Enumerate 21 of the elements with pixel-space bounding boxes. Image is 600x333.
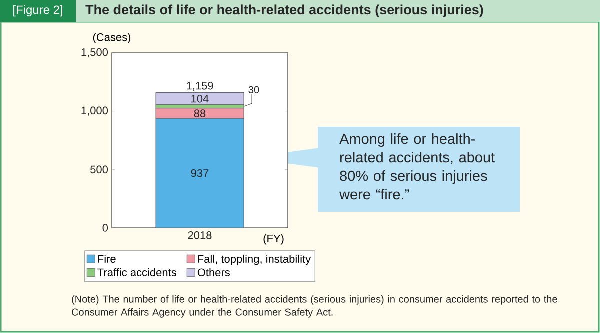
y-tick-label: 1,500 bbox=[82, 48, 108, 58]
text: The details of life or health-related accidents (serious injuries) bbox=[86, 4, 484, 18]
y-tick-label: 500 bbox=[90, 166, 108, 174]
bar bbox=[156, 92, 244, 106]
x-axis-title: (FY) bbox=[264, 234, 284, 245]
y-tick-label: 1,000 bbox=[82, 106, 108, 116]
data-label: 104 bbox=[192, 94, 209, 103]
text: [Figure 2] bbox=[14, 5, 62, 17]
x-tick-label: 2018 bbox=[188, 232, 212, 240]
legend-label: Fire bbox=[98, 254, 116, 264]
data-label: 88 bbox=[194, 110, 206, 118]
legend-label: Traffic accidents bbox=[98, 268, 176, 276]
total-label: 1,159 bbox=[187, 82, 214, 92]
y-tick-label: 0 bbox=[102, 224, 108, 232]
text: (Note) The number of life or health-related accidents (serious injuries) in consumer accidents reported to the Consumer Affairs Agency under the Consumer Safety Act. bbox=[72, 296, 558, 318]
legend-label: Others bbox=[198, 268, 230, 276]
text: Among life or health-related accidents, about 80% of serious injuries were “fire.” bbox=[340, 134, 495, 200]
data-label: 30 bbox=[248, 86, 260, 94]
y-axis-title: (Cases) bbox=[93, 33, 131, 44]
legend-label: Fall, toppling, instability bbox=[198, 254, 312, 266]
data-label: 937 bbox=[191, 169, 209, 178]
